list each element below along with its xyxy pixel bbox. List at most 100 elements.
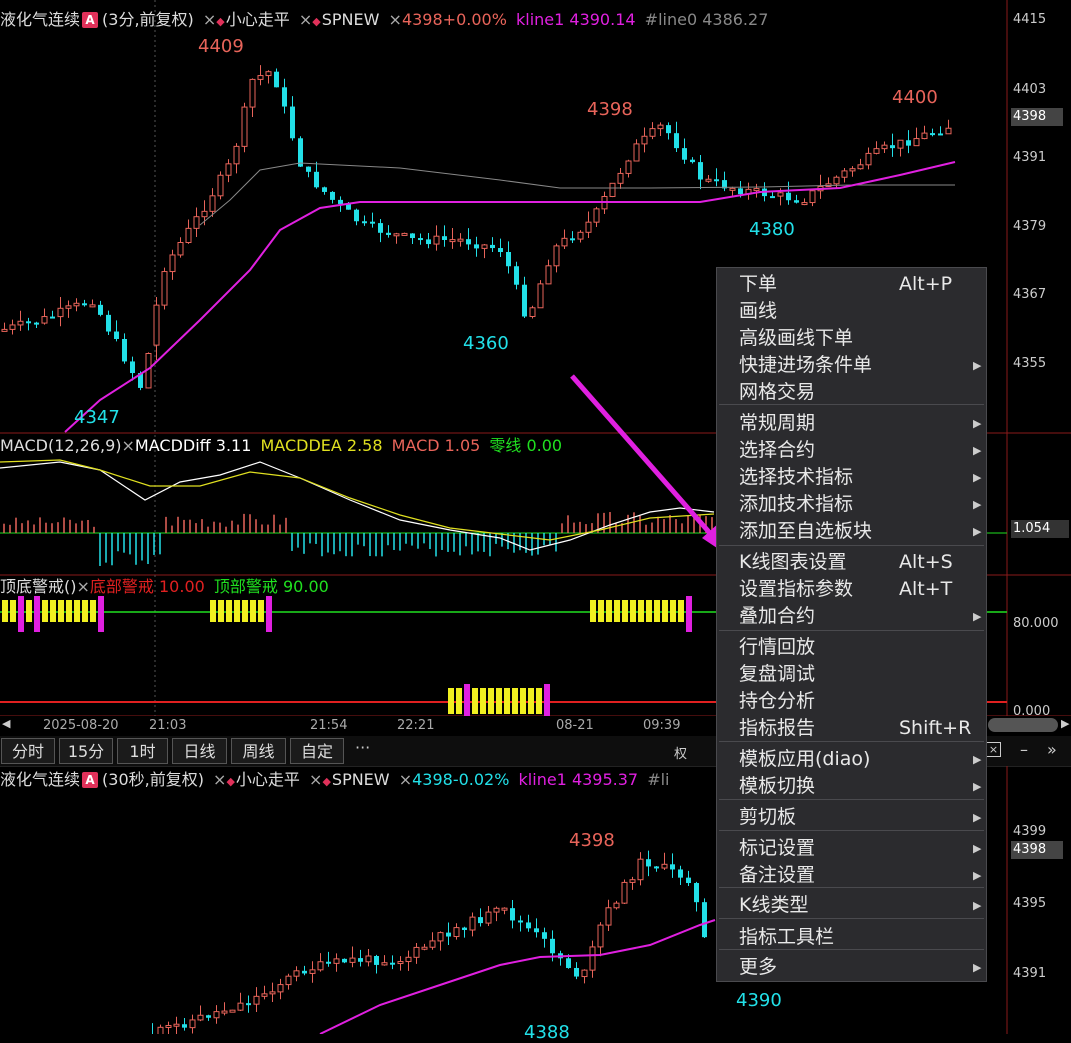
candle-body bbox=[545, 265, 552, 285]
candle-body bbox=[274, 71, 279, 88]
close-macd[interactable]: × bbox=[121, 436, 135, 455]
expand-icon[interactable]: » bbox=[1047, 740, 1057, 759]
candle-body bbox=[410, 233, 415, 239]
menu-item[interactable]: 备注设置 ▶ bbox=[717, 862, 986, 889]
submenu-arrow-icon: ▶ bbox=[973, 444, 982, 457]
tf-1hour-button[interactable]: 1时 bbox=[117, 738, 168, 764]
horizontal-scrollbar[interactable] bbox=[988, 718, 1058, 732]
menu-item[interactable]: 下单 Alt+P bbox=[717, 271, 986, 298]
close-indicator-2[interactable]: × bbox=[298, 10, 313, 29]
menu-item[interactable]: 高级画线下单 bbox=[717, 325, 986, 352]
menu-item[interactable]: 模板应用(diao) ▶ bbox=[717, 746, 986, 773]
menu-item[interactable]: 添加技术指标 ▶ bbox=[717, 491, 986, 518]
candle-body bbox=[82, 303, 87, 306]
menu-item[interactable]: 模板切换 ▶ bbox=[717, 773, 986, 800]
candle-body bbox=[574, 967, 579, 977]
warning-bar bbox=[26, 600, 32, 622]
tf-day-button[interactable]: 日线 bbox=[172, 738, 227, 764]
menu-item[interactable]: 常规周期 ▶ bbox=[717, 410, 986, 437]
macd-name[interactable]: MACD(12,26,9) bbox=[0, 436, 122, 455]
candle-body bbox=[786, 192, 791, 201]
close-indicator-3[interactable]: × bbox=[398, 770, 413, 789]
menu-item[interactable]: 更多 ▶ bbox=[717, 954, 986, 981]
candle-body bbox=[246, 1003, 251, 1006]
candle-body bbox=[177, 242, 184, 256]
menu-item[interactable]: K线类型 ▶ bbox=[717, 892, 986, 919]
menu-item[interactable]: 标记设置 ▶ bbox=[717, 835, 986, 862]
label-low-4360: 4360 bbox=[463, 333, 509, 354]
close-indicator-2[interactable]: × bbox=[309, 770, 323, 789]
menu-item[interactable]: K线图表设置 Alt+S bbox=[717, 549, 986, 576]
price-axis-tick: 4367 bbox=[1013, 287, 1047, 302]
warning-name[interactable]: 顶底警戒() bbox=[0, 577, 77, 596]
symbol-name[interactable]: 液化气连续 bbox=[0, 770, 81, 789]
candle-body bbox=[330, 191, 335, 200]
menu-item-label: 更多 bbox=[739, 956, 778, 978]
candle-body bbox=[269, 991, 276, 995]
menu-item[interactable]: 复盘调试 bbox=[717, 661, 986, 688]
close-indicator-1[interactable]: × bbox=[202, 10, 217, 29]
more-timeframes-button[interactable]: ··· bbox=[355, 738, 371, 757]
menu-item[interactable]: 指标报告 Shift+R bbox=[717, 715, 986, 742]
collapse-icon[interactable]: – bbox=[1020, 740, 1028, 759]
menu-item-label: 下单 bbox=[739, 273, 778, 295]
candle-body bbox=[809, 190, 816, 204]
candle-body bbox=[114, 331, 119, 339]
warning-info-bar: 顶底警戒()×底部警戒 10.00 顶部警戒 90.00 bbox=[0, 576, 333, 598]
candle-body bbox=[674, 133, 679, 149]
menu-item-label: 备注设置 bbox=[739, 864, 816, 886]
menu-item[interactable]: 指标工具栏 bbox=[717, 924, 986, 951]
menu-item[interactable]: 叠加合约 ▶ bbox=[717, 603, 986, 630]
close-indicator-3[interactable]: × bbox=[388, 10, 402, 29]
candle-body bbox=[189, 1019, 196, 1029]
candle-body bbox=[930, 133, 935, 136]
candle-body bbox=[501, 907, 508, 911]
menu-item-shortcut: Alt+T bbox=[899, 578, 953, 600]
scroll-right-icon[interactable]: ▶ bbox=[1061, 717, 1070, 730]
menu-item[interactable]: 选择技术指标 ▶ bbox=[717, 464, 986, 491]
warning-bar bbox=[488, 688, 494, 714]
macd-info-bar: MACD(12,26,9)×MACDDiff 3.11 MACDDEA 2.58… bbox=[0, 435, 566, 457]
scroll-left-icon[interactable]: ◀ bbox=[2, 717, 11, 730]
menu-separator bbox=[719, 741, 984, 742]
menu-item[interactable]: 网格交易 bbox=[717, 379, 986, 406]
candle-body bbox=[161, 271, 168, 306]
warning-bar bbox=[66, 600, 72, 622]
menu-item[interactable]: 画线 bbox=[717, 298, 986, 325]
tf-15min-button[interactable]: 15分 bbox=[59, 738, 113, 764]
diamond-icon: ◆ bbox=[322, 775, 331, 788]
candle-body bbox=[130, 361, 135, 374]
menu-item-shortcut: Shift+R bbox=[899, 717, 972, 739]
close-warning[interactable]: × bbox=[76, 577, 90, 596]
menu-item[interactable]: 选择合约 ▶ bbox=[717, 437, 986, 464]
tf-week-button[interactable]: 周线 bbox=[231, 738, 286, 764]
candle-body bbox=[670, 864, 675, 870]
candle-body bbox=[714, 179, 719, 182]
candle-body bbox=[290, 106, 295, 139]
bottom-candles bbox=[152, 850, 707, 1034]
menu-item[interactable]: 持仓分析 bbox=[717, 688, 986, 715]
candle-body bbox=[446, 932, 451, 937]
rights-adjust-button[interactable]: 权 bbox=[674, 747, 688, 762]
candle-body bbox=[722, 180, 727, 189]
tf-custom-button[interactable]: 自定 bbox=[290, 738, 344, 764]
menu-item-label: 行情回放 bbox=[739, 636, 816, 658]
menu-item[interactable]: 快捷进场条件单 ▶ bbox=[717, 352, 986, 379]
menu-item[interactable]: 行情回放 bbox=[717, 634, 986, 661]
warning-bar bbox=[90, 600, 96, 622]
menu-item[interactable]: 设置指标参数 Alt+T bbox=[717, 576, 986, 603]
close-panel-icon[interactable]: × bbox=[986, 742, 1001, 757]
candle-body bbox=[462, 927, 467, 931]
time-tick: 22:21 bbox=[397, 718, 435, 733]
time-tick: 2025-08-20 bbox=[43, 718, 119, 733]
symbol-name[interactable]: 液化气连续 bbox=[0, 10, 81, 29]
menu-item[interactable]: 添加至自选板块 ▶ bbox=[717, 518, 986, 545]
menu-item-label: 持仓分析 bbox=[739, 690, 816, 712]
candle-body bbox=[593, 208, 600, 223]
macd-diff-value: MACDDiff 3.11 bbox=[134, 436, 252, 455]
indicator-name-2: SPNEW bbox=[321, 10, 380, 29]
menu-item[interactable]: 剪切板 ▶ bbox=[717, 804, 986, 831]
candle-body bbox=[506, 252, 511, 267]
tf-minute-button[interactable]: 分时 bbox=[1, 738, 55, 764]
close-indicator-1[interactable]: × bbox=[213, 770, 227, 789]
